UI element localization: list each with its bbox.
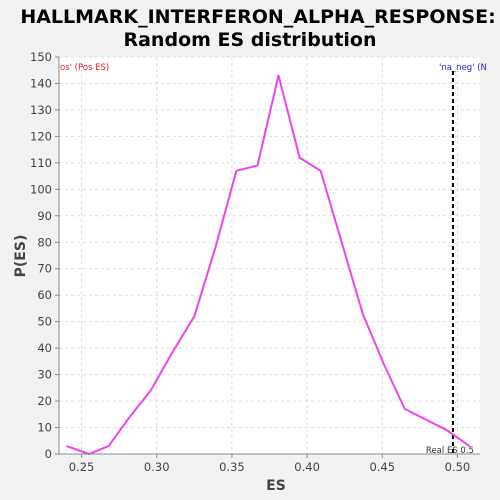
y-tick-label: 60 [37, 288, 52, 302]
x-tick-label: 0.40 [294, 460, 320, 474]
y-tick-label: 100 [30, 182, 52, 196]
y-tick-label: 20 [37, 394, 52, 408]
y-tick-label: 90 [37, 209, 52, 223]
y-tick-label: 0 [45, 447, 52, 461]
x-tick-label: 0.30 [144, 460, 170, 474]
chart-title-line1: HALLMARK_INTERFERON_ALPHA_RESPONSE: [20, 6, 495, 28]
pos-es-annotation: os' (Pos ES) [60, 63, 109, 73]
plot-area [59, 57, 480, 454]
y-tick-label: 10 [37, 421, 52, 435]
x-axis-label: ES [266, 478, 286, 494]
x-axis-ticks: 0.25 0.30 0.35 0.40 0.45 0.50 [69, 454, 471, 474]
x-tick-label: 0.35 [219, 460, 245, 474]
y-tick-label: 150 [30, 50, 52, 64]
x-tick-label: 0.45 [369, 460, 395, 474]
y-tick-label: 110 [30, 156, 52, 170]
y-tick-label: 40 [37, 341, 52, 355]
y-axis-label: P(ES) [13, 235, 29, 278]
series-group [66, 74, 471, 455]
y-tick-label: 30 [37, 368, 52, 382]
y-tick-label: 80 [37, 235, 52, 249]
y-tick-label: 70 [37, 262, 52, 276]
y-tick-label: 130 [30, 103, 52, 117]
x-tick-label: 0.25 [69, 460, 95, 474]
y-tick-label: 140 [30, 76, 52, 90]
y-tick-label: 120 [30, 129, 52, 143]
chart-title-line2: Random ES distribution [123, 29, 376, 51]
series-line [66, 74, 471, 455]
y-axis-ticks: 0 10 20 30 40 50 60 70 80 90 100 110 120 130 140 150 [30, 50, 59, 461]
real-es-label: Real ES 0.5 [426, 446, 474, 456]
y-tick-label: 50 [37, 315, 52, 329]
x-tick-label: 0.50 [445, 460, 471, 474]
neg-es-annotation: 'na_neg' (N [439, 63, 487, 73]
